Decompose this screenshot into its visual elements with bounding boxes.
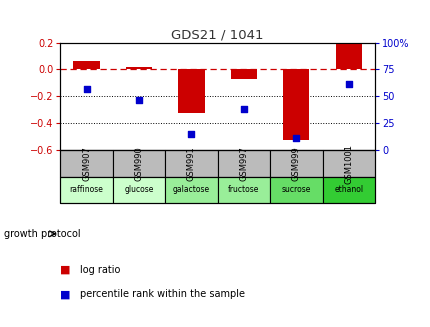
Point [292, 135, 299, 140]
Point [135, 97, 142, 102]
Text: GSM997: GSM997 [239, 146, 248, 181]
Text: glucose: glucose [124, 185, 154, 194]
Bar [165, 150, 217, 177]
Text: GSM990: GSM990 [134, 146, 143, 181]
Bar [322, 150, 374, 177]
Text: ■: ■ [60, 265, 71, 275]
Title: GDS21 / 1041: GDS21 / 1041 [171, 28, 263, 41]
Text: GSM1001: GSM1001 [344, 144, 353, 183]
Bar [270, 150, 322, 177]
Text: galactose: galactose [172, 185, 209, 194]
Text: GSM999: GSM999 [291, 146, 300, 181]
Text: ■: ■ [60, 289, 71, 299]
Point [240, 107, 247, 112]
Bar [60, 150, 113, 177]
Text: ethanol: ethanol [333, 185, 362, 194]
Bar [113, 150, 165, 177]
Point [187, 132, 194, 137]
Text: raffinose: raffinose [70, 185, 103, 194]
Bar [270, 177, 322, 203]
Text: growth protocol: growth protocol [4, 229, 81, 239]
Bar [283, 70, 309, 140]
Bar [178, 70, 204, 113]
Bar [60, 177, 113, 203]
Bar [113, 177, 165, 203]
Bar [217, 177, 270, 203]
Bar [126, 67, 152, 70]
Point [83, 86, 90, 92]
Bar [230, 70, 256, 79]
Text: fructose: fructose [227, 185, 259, 194]
Bar [73, 61, 99, 70]
Bar [335, 44, 361, 70]
Bar [217, 150, 270, 177]
Bar [165, 177, 217, 203]
Bar [322, 177, 374, 203]
Point [344, 81, 351, 86]
Text: sucrose: sucrose [281, 185, 310, 194]
Text: GSM907: GSM907 [82, 146, 91, 181]
Text: GSM991: GSM991 [187, 146, 196, 181]
Text: percentile rank within the sample: percentile rank within the sample [80, 289, 244, 299]
Text: log ratio: log ratio [80, 265, 120, 275]
